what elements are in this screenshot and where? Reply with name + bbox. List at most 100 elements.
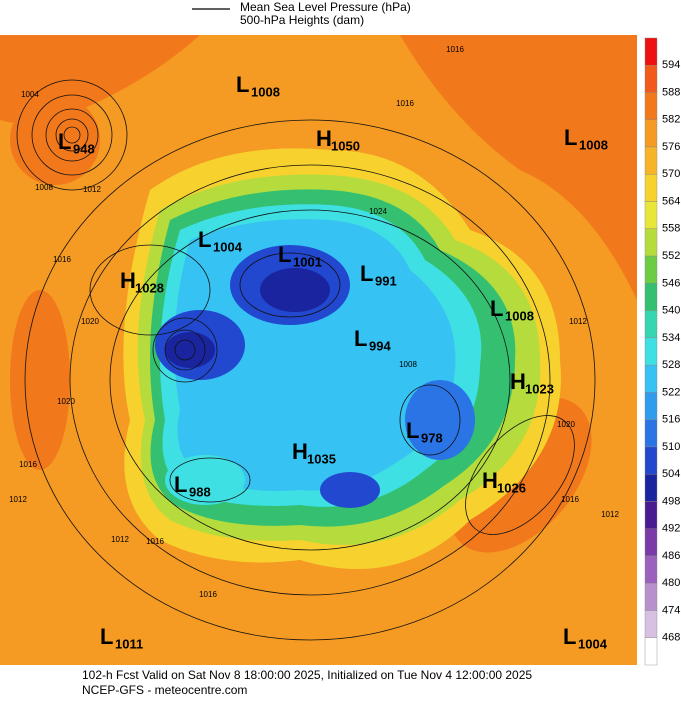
colorbar-tick-label: 480 [662,577,680,589]
colorbar-swatch [644,92,658,120]
colorbar-swatch [644,610,658,638]
warm-region [10,290,70,470]
center-value: 1008 [579,137,608,152]
colorbar-tick-label: 558 [662,223,680,235]
colorbar-swatch [644,528,658,557]
contour-label: 1016 [561,495,579,504]
legend: Mean Sea Level Pressure (hPa) 500-hPa He… [192,0,411,27]
center-letter: L [354,326,367,351]
center-letter: L [490,296,503,321]
footer-source: NCEP-GFS - meteocentre.com [82,683,247,697]
center-value: 1008 [251,84,280,99]
colorbar-swatch [644,446,658,475]
warm-region [400,35,637,300]
colorbar-tick-label: 546 [662,277,680,289]
colorbar: 594 588 582 576 570 564 558 552 546 540 534 528 522 5… [644,37,680,666]
contour-label: 1016 [199,590,217,599]
contour-label: 1004 [21,90,39,99]
height-band [165,332,215,368]
colorbar-tick-label: 564 [662,195,680,207]
contour-label: 1012 [9,495,27,504]
warm-region [10,95,100,185]
center-letter: L [174,472,187,497]
contour-label: 1012 [569,317,587,326]
colorbar-swatch [644,146,658,175]
contour-label: 1012 [83,185,101,194]
colorbar-swatch [644,583,658,611]
height-band [260,268,330,312]
center-letter: H [482,468,498,493]
center-value: 1001 [293,254,322,269]
contour-label: 1020 [81,317,99,326]
center-value: 1028 [135,280,164,295]
colorbar-tick-label: 486 [662,550,680,562]
colorbar-tick-label: 468 [662,632,680,644]
center-value: 1008 [505,308,534,323]
center-value: 1004 [578,636,608,651]
contour-label: 1016 [146,537,164,546]
contour-label: 1016 [396,99,414,108]
contour-label: 1008 [35,183,53,192]
colorbar-swatch [644,65,658,93]
colorbar-tick-label: 474 [662,604,680,616]
center-letter: L [563,624,576,649]
center-letter: L [236,72,249,97]
legend-pressure: Mean Sea Level Pressure (hPa) [240,0,411,14]
colorbar-swatch [644,501,658,529]
colorbar-swatch [644,637,658,666]
center-value: 1004 [213,239,243,254]
colorbar-tick-label: 516 [662,414,680,426]
colorbar-swatch [644,419,658,448]
colorbar-tick-label: 492 [662,523,680,535]
colorbar-swatch [644,283,658,311]
center-letter: L [564,125,577,150]
colorbar-tick-label: 540 [662,305,680,317]
center-letter: L [360,261,373,286]
center-letter: L [198,227,211,252]
center-letter: H [316,126,332,151]
center-value: 1026 [497,480,526,495]
colorbar-swatch [644,392,658,420]
contour-label: 1020 [557,420,575,429]
contour-label: 1016 [446,45,464,54]
colorbar-tick-label: 498 [662,495,680,507]
colorbar-tick-label: 534 [662,332,680,344]
center-value: 988 [189,484,211,499]
center-value: 1023 [525,381,554,396]
colorbar-swatch [644,364,658,393]
contour-label: 1012 [601,510,619,519]
colorbar-tick-label: 504 [662,468,680,480]
colorbar-swatch [644,174,658,202]
center-letter: L [278,242,291,267]
center-value: 1035 [307,451,336,466]
colorbar-tick-label: 510 [662,441,680,453]
colorbar-swatch [644,37,658,66]
contour-label: 1008 [399,360,417,369]
map [0,35,637,665]
center-letter: H [510,369,526,394]
colorbar-tick-label: 570 [662,168,680,180]
colorbar-tick-label: 522 [662,386,680,398]
colorbar-swatch [644,119,658,148]
center-value: 978 [421,430,443,445]
colorbar-tick-label: 582 [662,114,680,126]
contour-label: 1012 [111,535,129,544]
contour-label: 1024 [369,207,387,216]
colorbar-tick-label: 576 [662,141,680,153]
center-value: 991 [375,273,397,288]
footer-valid: 102-h Fcst Valid on Sat Nov 8 18:00:00 2… [82,668,532,682]
center-value: 1050 [331,138,360,153]
height-band [165,455,245,505]
legend-heights: 500-hPa Heights (dam) [240,13,364,27]
center-value: 948 [73,141,95,156]
height-band [320,472,380,508]
colorbar-swatch [644,228,658,257]
height-band [405,380,475,460]
colorbar-tick-label: 552 [662,250,680,262]
center-letter: H [120,268,136,293]
colorbar-swatch [644,310,658,339]
center-value: 1011 [115,636,143,651]
colorbar-swatch [644,255,658,284]
center-value: 994 [369,338,391,353]
